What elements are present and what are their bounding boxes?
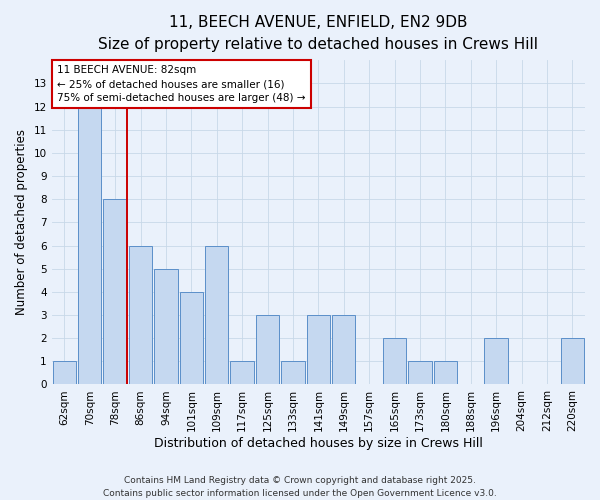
Y-axis label: Number of detached properties: Number of detached properties [15,130,28,316]
Title: 11, BEECH AVENUE, ENFIELD, EN2 9DB
Size of property relative to detached houses : 11, BEECH AVENUE, ENFIELD, EN2 9DB Size … [98,15,538,52]
Text: Contains HM Land Registry data © Crown copyright and database right 2025.
Contai: Contains HM Land Registry data © Crown c… [103,476,497,498]
Bar [383,338,406,384]
Bar [205,246,229,384]
Bar [103,199,127,384]
Bar [307,315,330,384]
Bar [179,292,203,384]
Bar [230,362,254,384]
Text: 11 BEECH AVENUE: 82sqm
← 25% of detached houses are smaller (16)
75% of semi-det: 11 BEECH AVENUE: 82sqm ← 25% of detached… [57,65,305,103]
X-axis label: Distribution of detached houses by size in Crews Hill: Distribution of detached houses by size … [154,437,483,450]
Bar [560,338,584,384]
Bar [332,315,355,384]
Bar [408,362,431,384]
Bar [434,362,457,384]
Bar [281,362,305,384]
Bar [484,338,508,384]
Bar [154,268,178,384]
Bar [129,246,152,384]
Bar [78,84,101,384]
Bar [256,315,279,384]
Bar [53,362,76,384]
